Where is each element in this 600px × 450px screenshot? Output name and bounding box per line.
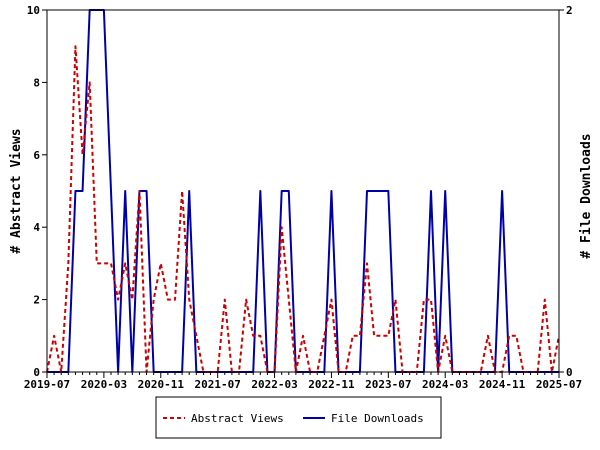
y-tick-label: 10	[27, 4, 40, 17]
series-line-file-downloads	[47, 9, 559, 373]
y-tick-label: 8	[33, 76, 40, 89]
x-tick-label: 2022-11	[308, 378, 355, 391]
y2-tick-label: 0	[566, 366, 573, 379]
plot-frame	[46, 9, 560, 373]
legend-label-abstract-views: Abstract Views	[191, 412, 284, 425]
x-axis-ticks: 2019-07 2020-03 2020-11 2021-07 2022-03 2022-…	[24, 372, 582, 391]
x-tick-label: 2025-07	[536, 378, 582, 391]
x-tick-label: 2024-03	[422, 378, 468, 391]
y-tick-label: 2	[33, 294, 40, 307]
x-tick-label: 2020-03	[81, 378, 127, 391]
series-line-abstract-views	[46, 45, 560, 373]
legend-box	[155, 396, 442, 439]
legend-label-file-downloads: File Downloads	[331, 412, 424, 425]
x-tick-label: 2023-07	[365, 378, 411, 391]
y-axis-title: # Abstract Views	[9, 128, 24, 253]
x-tick-label: 2024-11	[479, 378, 526, 391]
legend: Abstract Views File Downloads	[155, 396, 442, 439]
y2-axis-title: # File Downloads	[579, 133, 594, 258]
x-tick-label: 2022-03	[251, 378, 297, 391]
y-tick-label: 6	[33, 149, 40, 162]
y-tick-label: 4	[33, 221, 40, 234]
y-tick-label: 0	[33, 366, 40, 379]
series-layer	[46, 9, 560, 373]
y2-tick-label: 2	[566, 4, 573, 17]
right-y-axis-ticks: 02	[559, 4, 573, 379]
x-tick-label: 2019-07	[24, 378, 70, 391]
x-tick-label: 2021-07	[194, 378, 240, 391]
x-tick-label: 2020-11	[138, 378, 185, 391]
left-y-axis-ticks: 0 2 4 6 8 10	[27, 4, 47, 379]
